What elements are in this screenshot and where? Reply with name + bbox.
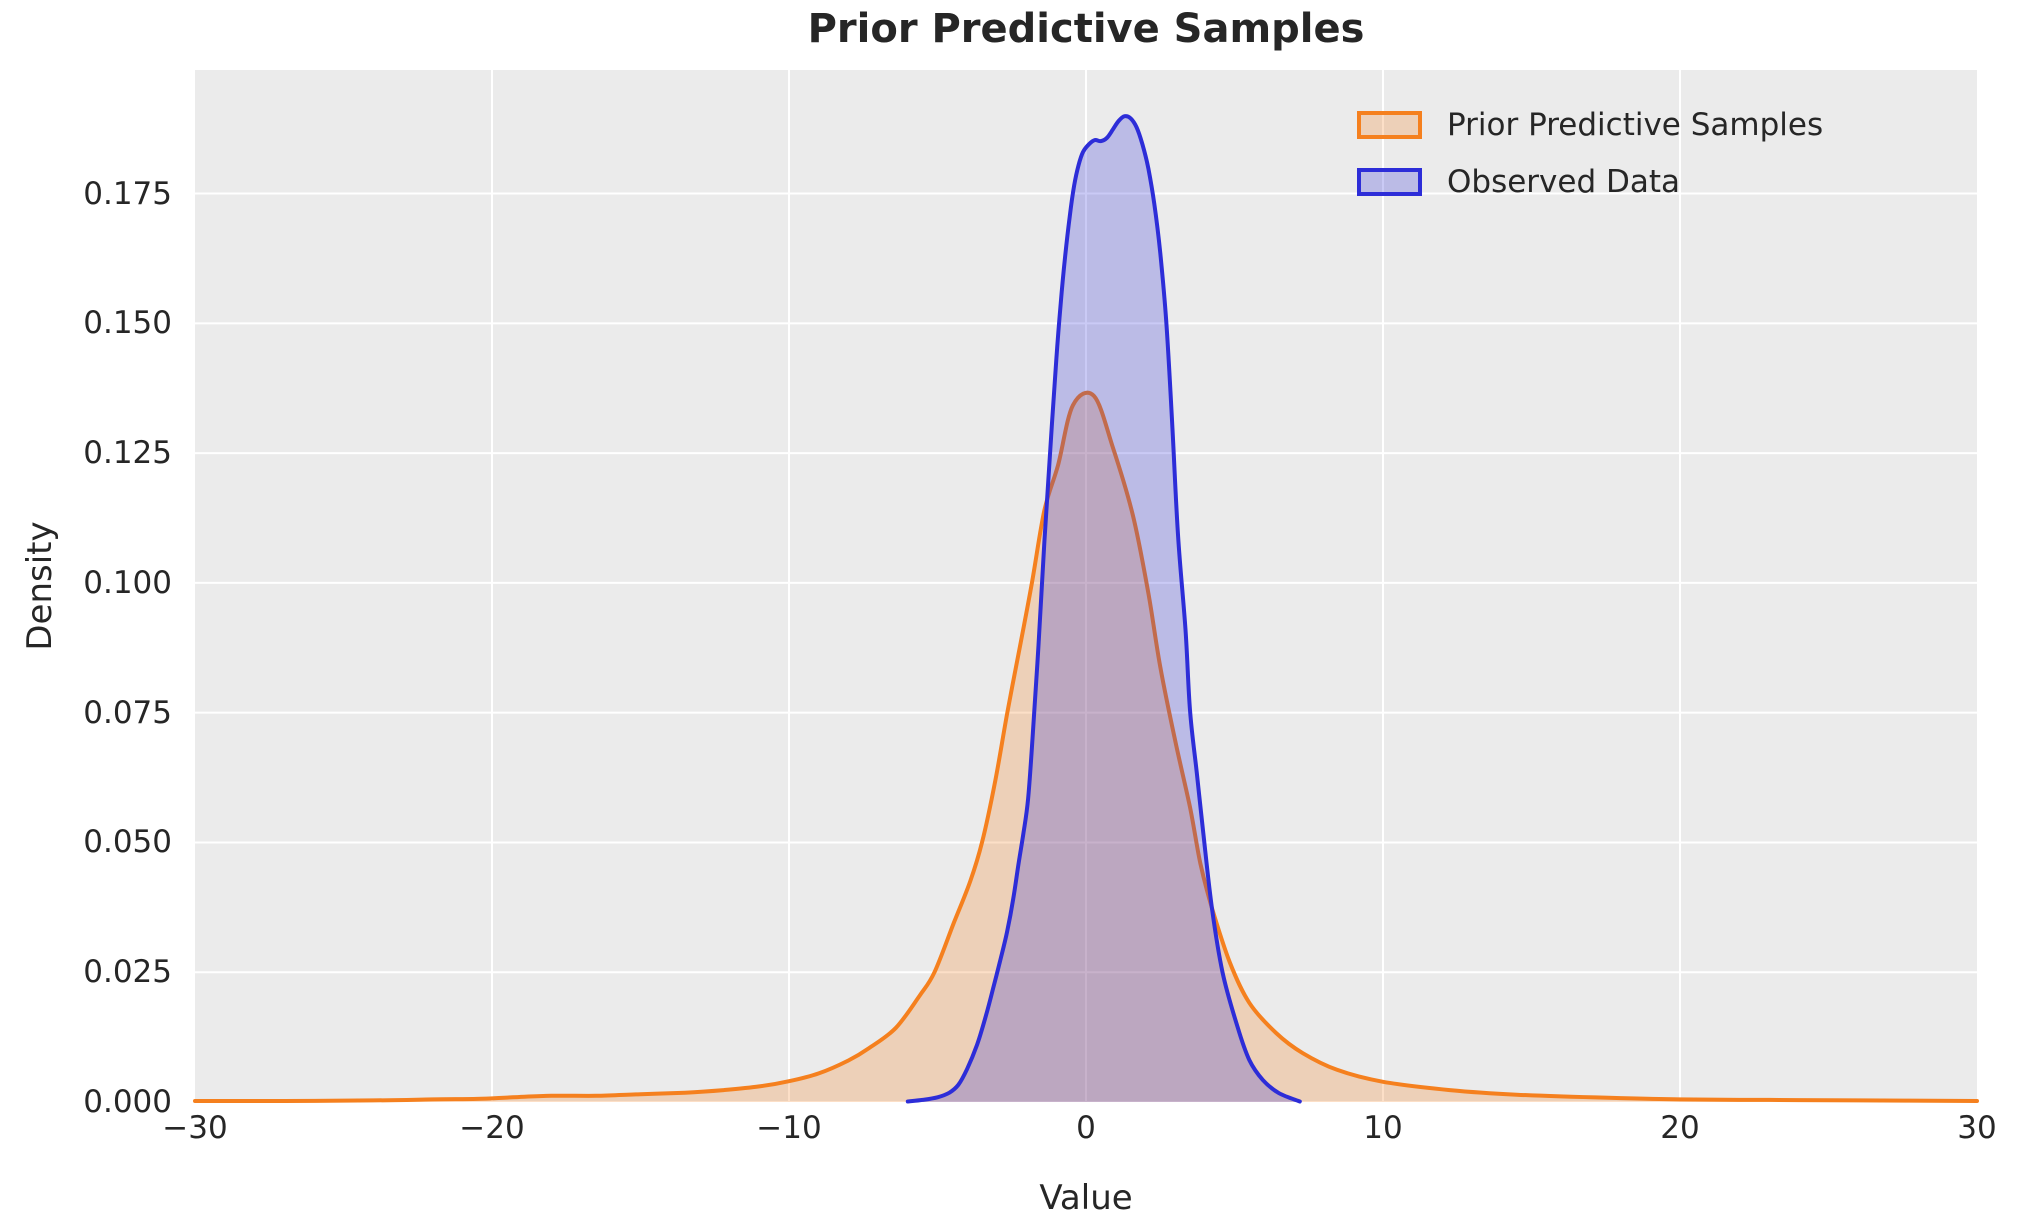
y-tick-label: 0.100 [83,564,172,601]
y-tick-label: 0.125 [83,435,172,472]
legend-swatch-observed-data [1357,167,1422,196]
prior-predictive-samples-fill [195,392,1977,1103]
legend-label-observed-data: Observed Data [1447,163,1681,200]
x-tick-label: −10 [756,1110,822,1146]
x-tick-label: 0 [1076,1110,1096,1146]
x-tick-label: 30 [1957,1110,1997,1146]
y-tick-label: 0.025 [83,954,172,991]
x-tick-label: 20 [1660,1110,1700,1146]
prior-predictive-samples-curve [193,390,1979,1103]
legend: Prior Predictive Samples Observed Data [1357,96,1823,210]
y-tick-label: 0.175 [83,175,172,212]
y-tick-label: 0.000 [83,1084,172,1120]
x-tick-label: −20 [459,1110,525,1146]
chart-title: Prior Predictive Samples [807,6,1365,52]
legend-label-prior-predictive: Prior Predictive Samples [1447,106,1824,143]
y-tick-label: 0.075 [83,694,172,731]
legend-item-observed-data: Observed Data [1357,153,1823,210]
legend-item-prior-predictive: Prior Predictive Samples [1357,96,1823,153]
x-tick-label: 10 [1363,1110,1403,1146]
x-axis-label: Value [1039,1178,1133,1218]
legend-swatch-prior-predictive [1357,110,1422,139]
y-tick-label: 0.150 [83,305,172,342]
y-tick-label: 0.050 [83,824,172,861]
x-tick-label: −30 [162,1110,228,1146]
observed-data-fill [907,116,1300,1102]
observed-data-curve [905,114,1302,1104]
